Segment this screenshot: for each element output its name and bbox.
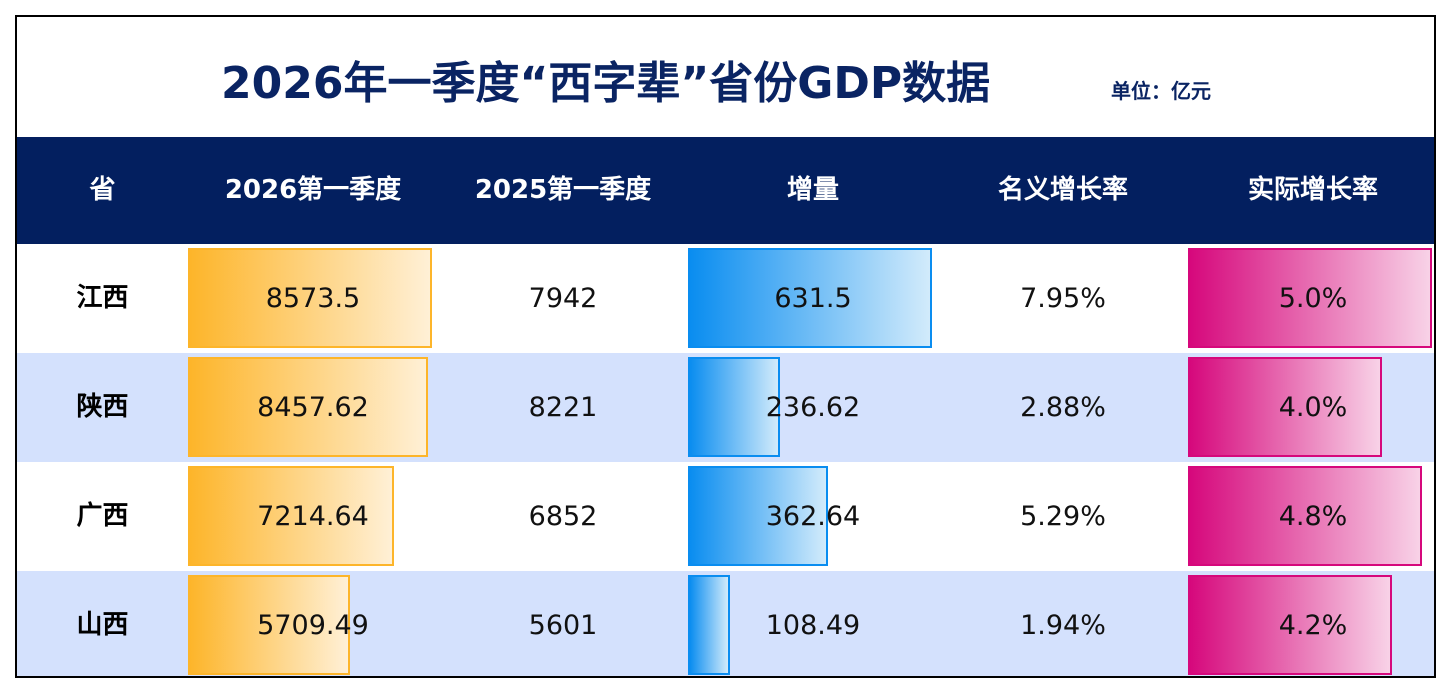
value-q1-2026: 8573.5 bbox=[265, 283, 361, 314]
bar-increment bbox=[688, 575, 730, 675]
header-real-growth: 实际增长率 bbox=[1247, 175, 1378, 205]
page-title: 2026年一季度“西字辈”省份GDP数据 bbox=[221, 58, 991, 109]
value-q1-2025: 5601 bbox=[528, 610, 598, 641]
table-row: 陕西 8457.62 8221 236.62 2.88% 4.0% bbox=[17, 353, 1434, 462]
value-increment: 362.64 bbox=[765, 501, 861, 532]
value-real-growth: 4.2% bbox=[1278, 610, 1348, 641]
table-header: 省 2026第一季度 2025第一季度 增量 名义增长率 实际增长率 bbox=[17, 137, 1434, 244]
value-q1-2026: 7214.64 bbox=[257, 501, 369, 532]
value-increment: 108.49 bbox=[765, 610, 861, 641]
value-q1-2025: 8221 bbox=[528, 392, 598, 423]
table-row: 山西 5709.49 5601 108.49 1.94% 4.2% bbox=[17, 571, 1434, 676]
bar-real-growth bbox=[1188, 357, 1382, 457]
unit-label: 单位：亿元 bbox=[1111, 79, 1211, 103]
gdp-table-card: 2026年一季度“西字辈”省份GDP数据 单位：亿元 省 2026第一季度 20… bbox=[15, 15, 1436, 678]
value-nominal-growth: 1.94% bbox=[1020, 610, 1106, 641]
value-q1-2026: 5709.49 bbox=[257, 610, 369, 641]
value-real-growth: 4.0% bbox=[1278, 392, 1348, 423]
province-cell: 江西 bbox=[76, 283, 129, 313]
province-cell: 山西 bbox=[76, 610, 129, 640]
header-increment: 增量 bbox=[786, 175, 839, 205]
header-q1-2026: 2026第一季度 bbox=[224, 175, 402, 205]
title-area: 2026年一季度“西字辈”省份GDP数据 单位：亿元 bbox=[17, 17, 1434, 137]
value-increment: 631.5 bbox=[774, 283, 852, 314]
value-q1-2025: 7942 bbox=[528, 283, 598, 314]
value-q1-2025: 6852 bbox=[528, 501, 598, 532]
bar-increment bbox=[688, 248, 932, 348]
value-q1-2026: 8457.62 bbox=[257, 392, 369, 423]
value-nominal-growth: 5.29% bbox=[1020, 501, 1106, 532]
bar-real-growth bbox=[1188, 248, 1432, 348]
bar-q1-2026 bbox=[188, 357, 428, 457]
value-real-growth: 5.0% bbox=[1278, 283, 1348, 314]
value-increment: 236.62 bbox=[765, 392, 861, 423]
table-row: 广西 7214.64 6852 362.64 5.29% 4.8% bbox=[17, 462, 1434, 571]
province-cell: 陕西 bbox=[76, 392, 129, 422]
header-q1-2025: 2025第一季度 bbox=[474, 175, 652, 205]
province-cell: 广西 bbox=[76, 501, 129, 531]
value-real-growth: 4.8% bbox=[1278, 501, 1348, 532]
table-row: 江西 8573.5 7942 631.5 7.95% 5.0% bbox=[17, 244, 1434, 353]
bar-increment bbox=[688, 466, 828, 566]
bar-real-growth bbox=[1188, 466, 1422, 566]
value-nominal-growth: 2.88% bbox=[1020, 392, 1106, 423]
bar-increment bbox=[688, 357, 780, 457]
bar-q1-2026 bbox=[188, 248, 432, 348]
bar-q1-2026 bbox=[188, 575, 350, 675]
bar-q1-2026 bbox=[188, 466, 394, 566]
value-nominal-growth: 7.95% bbox=[1020, 283, 1106, 314]
header-province: 省 bbox=[89, 175, 116, 205]
header-nominal-growth: 名义增长率 bbox=[997, 175, 1128, 205]
bar-real-growth bbox=[1188, 575, 1392, 675]
